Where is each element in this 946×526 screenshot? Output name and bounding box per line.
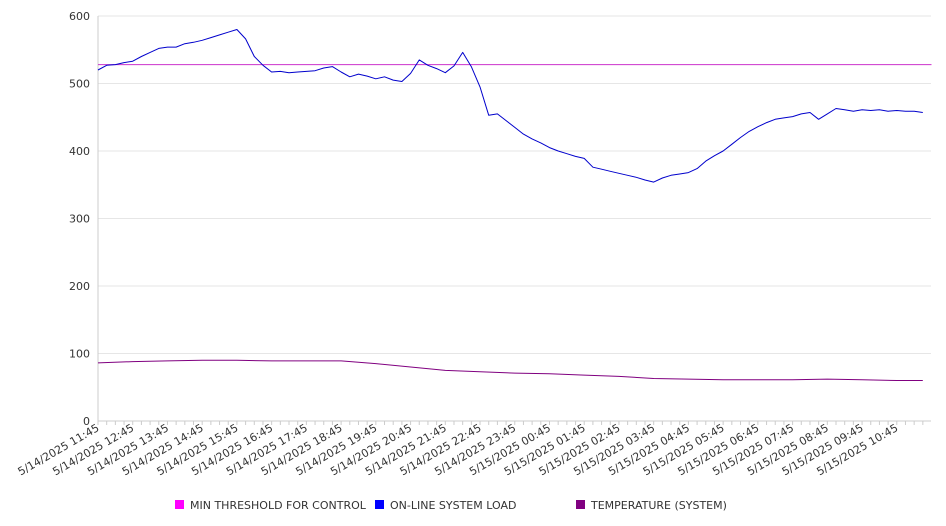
series-line-3: [97, 359, 923, 381]
x-axis-ticks: 5/14/2025 11:455/14/2025 12:455/14/2025 …: [16, 421, 901, 478]
legend-label: TEMPERATURE (SYSTEM): [590, 499, 727, 512]
series-line-2: [97, 29, 923, 183]
y-tick-label: 100: [69, 348, 90, 361]
y-tick-label: 0: [83, 415, 90, 428]
y-tick-label: 500: [69, 78, 90, 91]
series-lines: [97, 29, 932, 381]
legend: MIN THRESHOLD FOR CONTROL ON-LINE SYSTEM …: [175, 499, 727, 512]
y-tick-label: 400: [69, 145, 90, 158]
y-tick-label: 300: [69, 213, 90, 226]
y-tick-label: 600: [69, 10, 90, 23]
legend-label: ON-LINE SYSTEM LOAD: [390, 499, 516, 512]
axes: [97, 16, 931, 425]
legend-label: MIN THRESHOLD FOR CONTROL: [190, 499, 367, 512]
legend-swatch: [576, 500, 585, 509]
legend-swatch: [375, 500, 384, 509]
y-tick-label: 200: [69, 280, 90, 293]
y-axis-ticks: 0 100 200 300 400 500 600: [69, 10, 90, 428]
legend-swatch: [175, 500, 184, 509]
grid: [98, 15, 931, 354]
